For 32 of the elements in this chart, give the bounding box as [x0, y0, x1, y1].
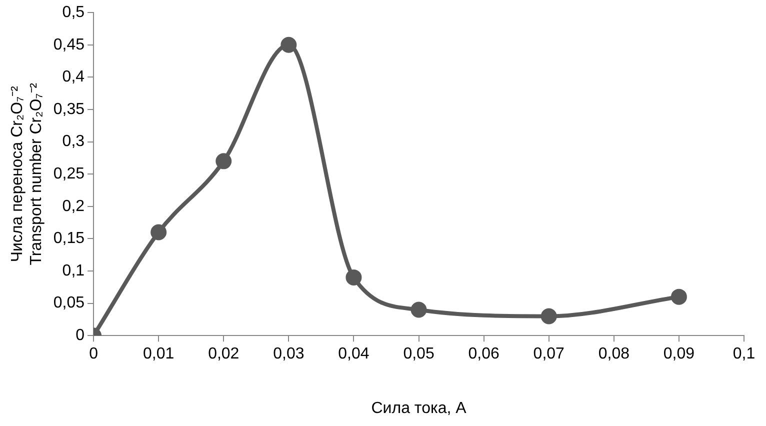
point	[216, 153, 232, 170]
x-tick-label: 0,05	[403, 346, 434, 363]
x-tick-label: 0,04	[338, 346, 370, 363]
point	[540, 308, 557, 324]
x-tick-label: 0,03	[273, 346, 304, 363]
point	[346, 269, 362, 286]
y-tick-label: 0,45	[53, 36, 85, 54]
x-tick-label: 0,01	[143, 346, 174, 363]
x-tick-label: 0,02	[208, 346, 240, 363]
text: Transport number Cr₂O₇⁻²	[28, 82, 46, 266]
y-tick-label: 0,05	[53, 294, 85, 312]
y-tick-label: 0,3	[62, 133, 85, 150]
y-tick-label: 0,4	[62, 68, 85, 86]
x-tick-label: 0,07	[533, 346, 565, 363]
y-tick-label: 0,5	[62, 4, 85, 22]
point	[670, 288, 687, 305]
point	[150, 224, 167, 240]
x-tick-label: 0,08	[598, 346, 630, 363]
x-tick-label: 0	[89, 346, 98, 363]
y-tick-label: 0,25	[53, 166, 85, 183]
y-tick-label: 0,1	[62, 262, 85, 280]
point	[280, 36, 297, 53]
x-axis-title: Сила тока, А	[371, 400, 467, 417]
x-tick-label: 0,1	[732, 346, 756, 363]
y-tick-label: 0	[76, 327, 85, 344]
x-tick-label: 0,06	[468, 346, 500, 363]
x-tick-label: 0,09	[663, 346, 695, 363]
point	[410, 302, 427, 318]
y-tick-label: 0,2	[62, 198, 85, 215]
y-tick-label: 0,15	[53, 230, 85, 248]
y-tick-label: 0,35	[53, 100, 85, 118]
text: Числа переноса Cr₂O₇⁻²	[9, 86, 26, 262]
